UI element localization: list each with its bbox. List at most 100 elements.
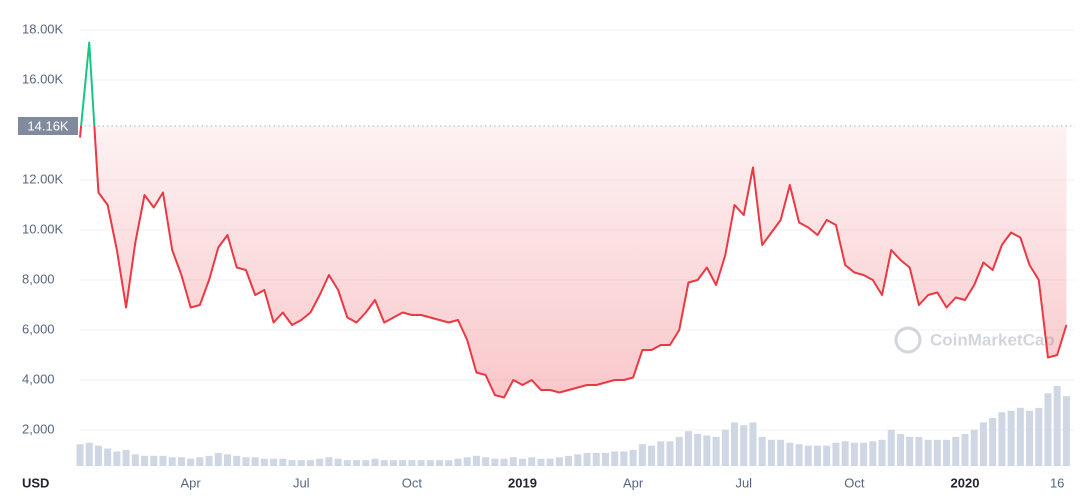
volume-bar (712, 436, 720, 466)
volume-bar (362, 460, 370, 466)
x-tick-label: 16 (1050, 475, 1064, 490)
volume-bar (814, 445, 821, 466)
volume-bar (574, 454, 582, 466)
volume-bar (989, 418, 997, 466)
volume-bar (389, 460, 397, 466)
volume-bar (1016, 407, 1024, 466)
volume-bar (334, 458, 342, 466)
volume-bar (961, 434, 969, 466)
volume-bar (998, 412, 1006, 466)
y-axis-label: USD (22, 475, 49, 490)
volume-bar (1007, 410, 1015, 466)
reference-label: 14.16K (27, 118, 69, 133)
volume-bar (915, 436, 923, 466)
volume-bar (933, 439, 941, 466)
y-tick-label: 4,000 (22, 371, 55, 386)
volume-bar (979, 422, 987, 466)
watermark-logo (894, 326, 922, 354)
volume-bar (740, 425, 748, 466)
volume-bar (1026, 410, 1034, 466)
volume-bar (509, 457, 517, 466)
volume-bar (288, 460, 296, 466)
volume-bar (426, 460, 434, 466)
volume-bar (491, 458, 499, 466)
volume-bar (214, 452, 222, 466)
volume-bar (104, 448, 112, 466)
y-tick-label: 2,000 (22, 421, 55, 436)
volume-bar (242, 457, 250, 466)
volume-bar (546, 458, 554, 466)
volume-bar (159, 455, 167, 466)
volume-bar (168, 457, 176, 466)
x-tick-label: 2019 (508, 475, 537, 490)
x-tick-label: Apr (623, 475, 644, 490)
volume-bar (445, 460, 453, 466)
volume-bar (970, 429, 978, 466)
volume-bar (454, 458, 462, 466)
volume-bar (399, 460, 407, 466)
volume-bar (565, 455, 573, 466)
volume-bar (463, 457, 471, 466)
volume-bar (703, 435, 711, 466)
volume-bar (1062, 396, 1070, 466)
x-tick-label: Oct (844, 475, 865, 490)
volume-bar (196, 457, 204, 466)
volume-bar (832, 442, 840, 466)
volume-bar (76, 444, 84, 466)
volume-bar (537, 458, 545, 466)
volume-bar (141, 455, 149, 466)
volume-bar (371, 458, 379, 466)
y-tick-label: 10.00K (22, 221, 64, 236)
volume-bar (684, 431, 692, 466)
volume-bar (85, 442, 93, 466)
volume-bar (592, 452, 600, 466)
volume-bar (353, 460, 361, 466)
plot (79, 41, 1075, 399)
x-tick-label: 2020 (951, 475, 980, 490)
volume-bar (1044, 393, 1052, 466)
x-tick-label: Jul (293, 475, 310, 490)
volume-bar (906, 436, 914, 466)
price-line (79, 41, 1068, 399)
volume-bar (436, 460, 444, 466)
volume-bar (150, 455, 158, 466)
volume-bar (380, 460, 388, 466)
volume-bar (270, 458, 278, 466)
volume-bar (721, 429, 729, 466)
volume-bar (896, 434, 904, 466)
x-tick-label: Oct (402, 475, 423, 490)
volume-bar (417, 460, 425, 466)
volume-bar (205, 455, 213, 466)
volume-bar (767, 439, 775, 466)
volume-bar (786, 442, 794, 466)
area-group (80, 126, 1067, 398)
volume-bar (408, 460, 416, 466)
volume-bar (878, 439, 886, 466)
volume-bar (869, 441, 877, 466)
volume-bar (325, 457, 333, 466)
y-tick-label: 16.00K (22, 71, 64, 86)
volume-bar (297, 460, 305, 466)
x-tick-label: Apr (181, 475, 202, 490)
volume-bars (76, 386, 1070, 466)
volume-bar (620, 451, 628, 466)
volume-bar (316, 458, 324, 466)
volume-bar (952, 436, 960, 466)
volume-bar (675, 436, 683, 466)
volume-bar (94, 445, 102, 466)
watermark: CoinMarketCap (930, 330, 1055, 349)
volume-bar (731, 422, 739, 466)
volume-bar (611, 451, 619, 466)
volume-bar (629, 450, 637, 466)
volume-bar (306, 460, 314, 466)
y-tick-label: 6,000 (22, 321, 55, 336)
volume-bar (177, 457, 185, 466)
volume-bar (601, 452, 609, 466)
volume-bar (887, 429, 895, 466)
volume-bar (131, 454, 139, 466)
volume-bar (251, 457, 259, 466)
volume-bar (943, 439, 951, 466)
volume-bar (795, 444, 803, 466)
volume-bar (583, 452, 591, 466)
